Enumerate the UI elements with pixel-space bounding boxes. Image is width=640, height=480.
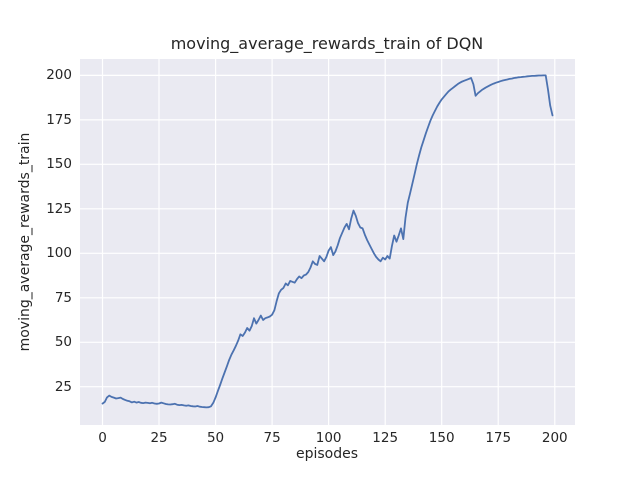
x-tick-label: 75 [263, 430, 281, 446]
x-tick-label: 150 [428, 430, 455, 446]
x-tick-label: 200 [541, 430, 568, 446]
x-tick-label: 0 [98, 430, 107, 446]
y-tick-label: 150 [46, 156, 72, 173]
y-tick-label: 200 [46, 67, 72, 84]
x-tick-label: 175 [485, 430, 512, 446]
chart-title: moving_average_rewards_train of DQN [170, 34, 484, 53]
x-tick-label: 50 [206, 430, 225, 446]
x-tick-label: 25 [150, 430, 168, 446]
y-tick-label: 100 [46, 245, 72, 262]
y-tick-label: 125 [46, 200, 72, 217]
x-tick-label: 100 [315, 430, 342, 446]
y-tick-label: 175 [46, 111, 72, 128]
line-chart-svg [80, 59, 575, 425]
y-tick-label: 50 [54, 334, 72, 351]
plot-area [80, 59, 575, 425]
x-tick-label: 125 [372, 430, 399, 446]
y-axis-label: moving_average_rewards_train [17, 132, 33, 352]
y-tick-label: 75 [54, 289, 72, 306]
y-tick-label: 25 [54, 378, 72, 395]
x-axis-label: episodes [295, 446, 359, 462]
data-line-series [101, 74, 554, 409]
